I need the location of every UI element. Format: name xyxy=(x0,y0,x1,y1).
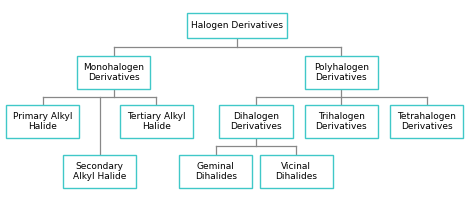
FancyBboxPatch shape xyxy=(304,105,378,138)
Text: Dihalogen
Derivatives: Dihalogen Derivatives xyxy=(230,112,282,131)
FancyBboxPatch shape xyxy=(6,105,79,138)
Text: Geminal
Dihalides: Geminal Dihalides xyxy=(195,162,237,181)
FancyBboxPatch shape xyxy=(259,155,333,188)
FancyBboxPatch shape xyxy=(63,155,136,188)
Text: Tertiary Alkyl
Halide: Tertiary Alkyl Halide xyxy=(127,112,186,131)
FancyBboxPatch shape xyxy=(390,105,464,138)
Text: Vicinal
Dihalides: Vicinal Dihalides xyxy=(275,162,317,181)
Text: Secondary
Alkyl Halide: Secondary Alkyl Halide xyxy=(73,162,126,181)
Text: Monohalogen
Derivatives: Monohalogen Derivatives xyxy=(83,63,144,82)
Text: Primary Alkyl
Halide: Primary Alkyl Halide xyxy=(13,112,73,131)
Text: Polyhalogen
Derivatives: Polyhalogen Derivatives xyxy=(314,63,369,82)
FancyBboxPatch shape xyxy=(219,105,293,138)
FancyBboxPatch shape xyxy=(304,56,378,89)
Text: Trihalogen
Derivatives: Trihalogen Derivatives xyxy=(316,112,367,131)
Text: Tetrahalogen
Derivatives: Tetrahalogen Derivatives xyxy=(397,112,456,131)
FancyBboxPatch shape xyxy=(179,155,252,188)
FancyBboxPatch shape xyxy=(77,56,151,89)
FancyBboxPatch shape xyxy=(119,105,193,138)
Text: Halogen Derivatives: Halogen Derivatives xyxy=(191,21,283,30)
FancyBboxPatch shape xyxy=(187,13,287,38)
